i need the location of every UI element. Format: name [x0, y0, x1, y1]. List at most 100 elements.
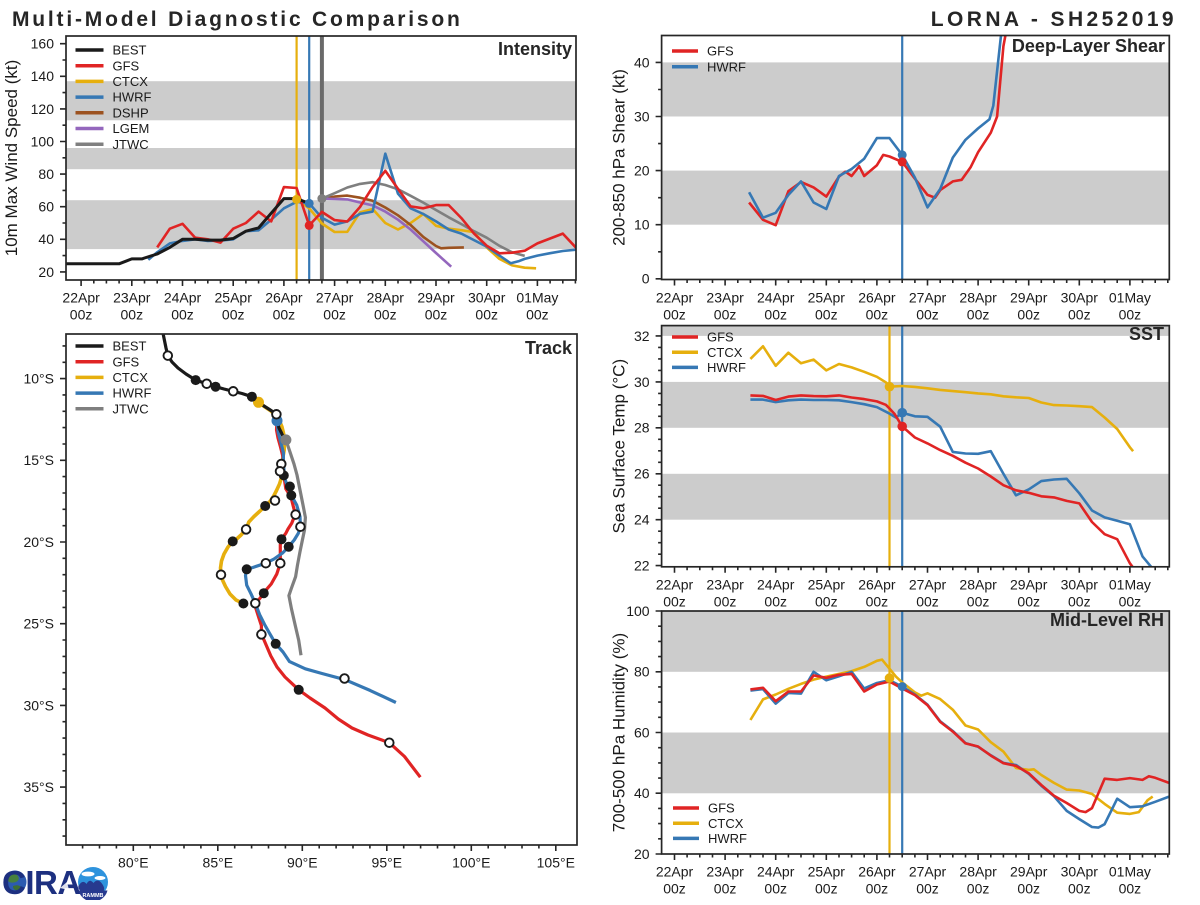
svg-text:10°S: 10°S [23, 371, 54, 387]
svg-text:20: 20 [38, 264, 54, 280]
svg-text:00z: 00z [916, 881, 939, 897]
svg-text:22: 22 [634, 558, 650, 574]
svg-text:00z: 00z [475, 307, 498, 323]
svg-text:20: 20 [634, 163, 650, 179]
svg-text:Intensity: Intensity [498, 39, 572, 59]
svg-text:01May: 01May [1109, 577, 1151, 593]
svg-text:24: 24 [634, 512, 650, 528]
svg-text:28: 28 [634, 420, 650, 436]
svg-text:40: 40 [38, 231, 54, 247]
svg-text:20: 20 [634, 846, 650, 862]
svg-text:24Apr: 24Apr [757, 577, 795, 593]
svg-text:35°S: 35°S [23, 779, 54, 795]
svg-text:60: 60 [38, 199, 54, 215]
svg-text:00z: 00z [916, 594, 939, 610]
svg-text:26Apr: 26Apr [858, 864, 896, 880]
svg-text:00z: 00z [967, 307, 990, 323]
svg-text:01May: 01May [1109, 864, 1151, 880]
svg-text:60: 60 [634, 724, 650, 740]
svg-text:00z: 00z [764, 881, 787, 897]
svg-text:Sea Surface Temp (°C): Sea Surface Temp (°C) [610, 359, 629, 534]
svg-text:20°S: 20°S [23, 534, 54, 550]
svg-text:22Apr: 22Apr [656, 864, 694, 880]
svg-text:00z: 00z [1068, 307, 1091, 323]
svg-text:HWRF: HWRF [707, 59, 746, 74]
svg-text:28Apr: 28Apr [959, 864, 997, 880]
svg-text:BEST: BEST [113, 43, 147, 58]
svg-text:29Apr: 29Apr [1010, 577, 1048, 593]
svg-text:30Apr: 30Apr [1061, 577, 1099, 593]
svg-text:26Apr: 26Apr [265, 290, 303, 306]
svg-text:00z: 00z [815, 881, 838, 897]
svg-text:00z: 00z [1017, 307, 1040, 323]
svg-text:120: 120 [31, 101, 55, 117]
svg-text:30Apr: 30Apr [1061, 290, 1099, 306]
svg-text:00z: 00z [171, 307, 194, 323]
svg-text:25Apr: 25Apr [808, 290, 846, 306]
svg-text:105°E: 105°E [537, 855, 575, 871]
svg-text:10: 10 [634, 217, 650, 233]
svg-text:10m Max Wind Speed (kt): 10m Max Wind Speed (kt) [2, 60, 21, 257]
svg-text:CTCX: CTCX [113, 74, 149, 89]
svg-text:700-500 hPa Humidity (%): 700-500 hPa Humidity (%) [610, 633, 629, 832]
svg-text:JTWC: JTWC [113, 401, 149, 416]
svg-text:LGEM: LGEM [113, 121, 150, 136]
svg-text:90°E: 90°E [287, 855, 318, 871]
svg-text:00z: 00z [222, 307, 245, 323]
svg-text:95°E: 95°E [372, 855, 403, 871]
svg-text:00z: 00z [866, 307, 889, 323]
svg-text:32: 32 [634, 328, 650, 344]
svg-text:BEST: BEST [113, 339, 147, 354]
svg-text:200-850 hPa Shear (kt): 200-850 hPa Shear (kt) [610, 69, 629, 246]
svg-text:27Apr: 27Apr [909, 577, 947, 593]
svg-text:GFS: GFS [113, 354, 140, 369]
svg-text:LORNA - SH252019: LORNA - SH252019 [931, 8, 1177, 31]
svg-text:23Apr: 23Apr [706, 864, 744, 880]
svg-text:GFS: GFS [707, 330, 734, 345]
svg-text:30: 30 [634, 374, 650, 390]
svg-text:00z: 00z [866, 881, 889, 897]
svg-text:CTCX: CTCX [113, 370, 149, 385]
svg-text:00z: 00z [1119, 594, 1142, 610]
svg-text:00z: 00z [714, 307, 737, 323]
svg-text:Multi-Model Diagnostic Compari: Multi-Model Diagnostic Comparison [12, 8, 463, 31]
svg-text:Deep-Layer Shear: Deep-Layer Shear [1012, 36, 1165, 56]
svg-text:CTCX: CTCX [707, 345, 743, 360]
svg-text:DSHP: DSHP [113, 105, 149, 120]
svg-text:27Apr: 27Apr [909, 290, 947, 306]
svg-text:25Apr: 25Apr [808, 577, 846, 593]
svg-text:23Apr: 23Apr [706, 290, 744, 306]
svg-text:40: 40 [634, 54, 650, 70]
svg-text:00z: 00z [1119, 881, 1142, 897]
svg-text:00z: 00z [273, 307, 296, 323]
svg-text:00z: 00z [526, 307, 549, 323]
svg-text:0: 0 [642, 271, 650, 287]
svg-text:GFS: GFS [113, 58, 140, 73]
svg-text:28Apr: 28Apr [959, 290, 997, 306]
svg-text:27Apr: 27Apr [909, 864, 947, 880]
svg-text:GFS: GFS [707, 44, 734, 59]
svg-text:00z: 00z [374, 307, 397, 323]
svg-text:23Apr: 23Apr [706, 577, 744, 593]
svg-text:28Apr: 28Apr [959, 577, 997, 593]
svg-text:00z: 00z [1068, 881, 1091, 897]
svg-text:00z: 00z [70, 307, 93, 323]
svg-text:100°E: 100°E [452, 855, 490, 871]
svg-text:00z: 00z [1017, 594, 1040, 610]
svg-text:30°S: 30°S [23, 697, 54, 713]
svg-text:15°S: 15°S [23, 452, 54, 468]
svg-text:30Apr: 30Apr [1061, 864, 1099, 880]
svg-text:24Apr: 24Apr [757, 290, 795, 306]
svg-text:40: 40 [634, 785, 650, 801]
svg-text:00z: 00z [121, 307, 144, 323]
svg-text:CTCX: CTCX [708, 816, 744, 831]
svg-text:29Apr: 29Apr [417, 290, 455, 306]
svg-text:00z: 00z [663, 307, 686, 323]
svg-text:29Apr: 29Apr [1010, 864, 1048, 880]
svg-text:22Apr: 22Apr [62, 290, 100, 306]
svg-text:24Apr: 24Apr [757, 864, 795, 880]
svg-text:80°E: 80°E [118, 855, 149, 871]
svg-text:140: 140 [31, 68, 55, 84]
svg-text:26Apr: 26Apr [858, 577, 896, 593]
svg-text:100: 100 [31, 133, 55, 149]
